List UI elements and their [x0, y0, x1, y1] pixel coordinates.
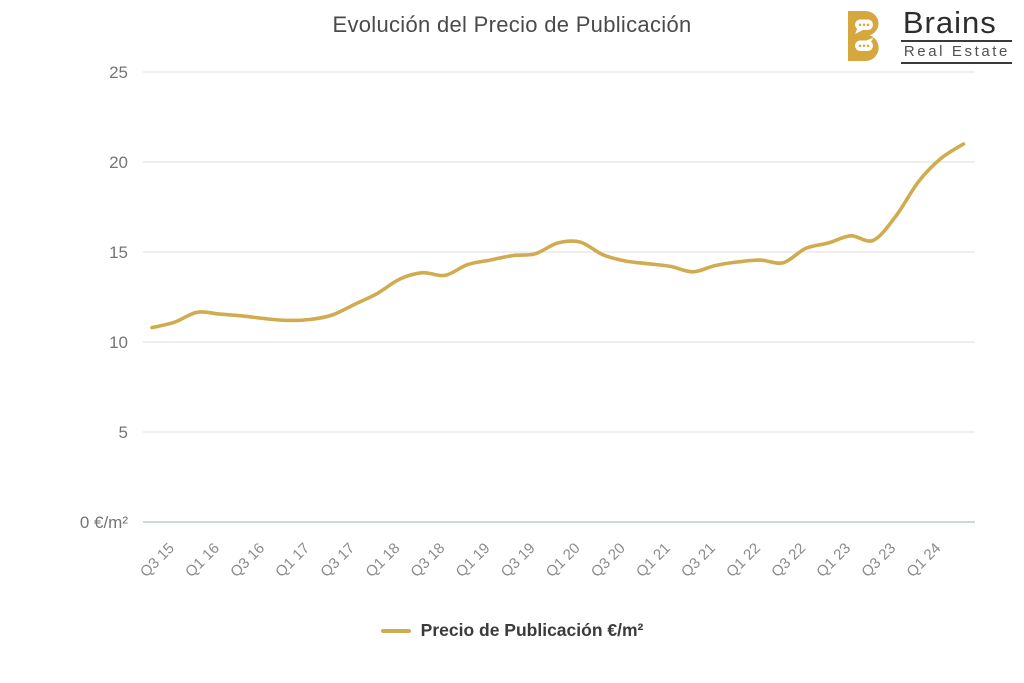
brand-logo: Brains Real Estate	[840, 7, 1012, 64]
brand-text: Brains Real Estate	[900, 7, 1012, 64]
page-title: Evolución del Precio de Publicación	[332, 12, 692, 37]
y-axis-tick-label: 20	[109, 153, 128, 172]
x-axis-tick-label: Q1 21	[633, 540, 674, 581]
x-axis-tick-label: Q3 22	[768, 540, 809, 581]
x-axis-tick-label: Q3 16	[227, 540, 268, 581]
x-axis-tick-label: Q1 17	[272, 540, 313, 581]
x-axis-tick-label: Q3 15	[137, 540, 178, 581]
y-axis-tick-label: 15	[109, 243, 128, 262]
legend-line-swatch	[380, 628, 411, 633]
x-axis-tick-label: Q1 19	[453, 540, 494, 581]
x-axis-tick-label: Q3 19	[498, 540, 539, 581]
brand-tagline: Real Estate	[900, 42, 1012, 64]
brand-name: Brains	[900, 7, 1012, 42]
x-axis-tick-label: Q3 18	[407, 540, 448, 581]
x-axis-tick-label: Q3 23	[858, 540, 899, 581]
chart-legend: Precio de Publicación €/m²	[0, 620, 1024, 641]
x-axis-tick-label: Q3 21	[678, 540, 719, 581]
x-axis-tick-label: Q3 17	[317, 540, 358, 581]
y-axis-tick-label: 5	[119, 423, 128, 442]
y-axis-tick-label: 0 €/m²	[80, 513, 129, 532]
x-axis-tick-label: Q1 24	[903, 540, 944, 581]
legend-item-precio-publicacion[interactable]: Precio de Publicación €/m²	[380, 620, 644, 641]
y-axis-tick-label: 25	[109, 63, 128, 82]
x-axis-tick-label: Q1 22	[723, 540, 764, 581]
x-axis-tick-label: Q1 18	[362, 540, 403, 581]
x-axis-tick-label: Q1 23	[813, 540, 854, 581]
price-evolution-chart: 25 20 15 10 5 0 €/m² Q3 15 Q1 16 Q3 16 Q1 17 Q3 17…	[80, 63, 975, 581]
x-axis-tick-label: Q1 20	[543, 540, 584, 581]
price-line-series	[150, 142, 966, 330]
legend-label: Precio de Publicación €/m²	[420, 620, 644, 640]
x-axis-tick-label: Q3 20	[588, 540, 629, 581]
y-axis-tick-label: 10	[109, 333, 128, 352]
brains-logo-icon	[847, 10, 879, 62]
x-axis-tick-label: Q1 16	[182, 540, 223, 581]
